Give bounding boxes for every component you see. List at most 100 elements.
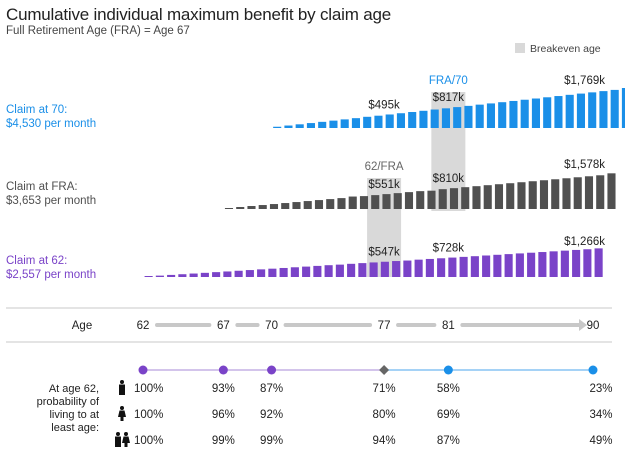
bar-claim62 [403,260,412,277]
bar-claim62 [144,276,153,277]
series-label-claim70: Claim at 70: [6,104,67,116]
timeline-marker-67 [218,365,228,375]
bar-claim62 [268,268,277,277]
chart-subtitle: Full Retirement Age (FRA) = Age 67 [6,25,190,37]
bar-claim70 [385,114,394,128]
survival-value: 96% [212,409,235,421]
data-label-claim70-77: $495k [368,99,400,111]
bar-claim62 [200,272,209,277]
bar-claim70 [419,110,428,128]
survival-value: 58% [437,383,460,395]
bar-claim70 [284,125,293,128]
bar-claim62 [313,265,322,277]
bar-claimFRA [596,175,605,209]
bar-claimFRA [236,207,245,209]
bar-claim62 [189,273,198,277]
bar-claimFRA [404,192,414,209]
bar-claim70 [363,116,372,128]
bar-claim62 [257,269,266,277]
legend-swatch [515,43,525,53]
breakeven-label-77: 62/FRA [365,161,404,173]
survival-value: 94% [373,435,396,447]
bar-claim62 [234,270,243,277]
bar-claimFRA [281,203,290,209]
bar-claim62 [583,249,592,277]
bar-claim62 [504,254,513,277]
survival-value: 71% [373,383,396,395]
bar-claimFRA [562,178,571,209]
bar-claim70 [475,104,484,128]
bar-claimFRA [539,180,549,209]
data-label-claimFRA-77: $551k [368,179,400,191]
data-label-claim62-81: $728k [433,243,465,255]
bar-claimFRA [494,184,504,209]
series-sublabel-claim70: $4,530 per month [6,118,96,130]
bar-claim62 [347,263,356,277]
data-label-claim70-90: $1,769k [564,75,605,87]
bar-claim62 [223,271,232,277]
bar-claim62 [167,274,176,277]
couple-icon [115,432,121,447]
bar-claimFRA [461,187,470,209]
axis-tick-label: 90 [587,320,600,332]
bar-claim62 [369,262,378,277]
bar-claim62 [572,249,581,277]
bar-claimFRA [438,189,447,209]
bar-claimFRA [551,179,560,209]
bar-claim70 [396,113,405,128]
survival-value: 99% [212,435,235,447]
bar-claimFRA [303,201,312,209]
bar-claim62 [515,253,524,277]
survival-value: 100% [134,409,163,421]
survival-value: 80% [373,409,396,421]
bar-claimFRA [573,177,582,209]
bar-claim70 [543,97,552,128]
axis-tick-label: 81 [442,320,455,332]
bar-claim70 [295,124,304,128]
bar-claim62 [380,261,389,277]
bar-claimFRA [607,173,616,209]
bar-claim62 [549,251,558,277]
timeline-marker-81 [443,365,453,375]
survival-value: 34% [589,409,612,421]
timeline-marker-77 [379,365,390,375]
bar-claim62 [279,267,288,277]
bar-claim70 [318,121,327,128]
bar-claim62 [245,270,254,277]
bar-claim62 [290,267,299,277]
bar-claim62 [459,256,468,277]
bar-claimFRA [314,200,324,209]
bar-claim62 [302,266,311,277]
survival-value: 99% [260,435,283,447]
survival-value: 93% [212,383,235,395]
bar-claim70 [374,115,383,128]
bar-claimFRA [359,196,369,209]
bar-claim62 [560,250,569,277]
bar-claim70 [599,91,608,128]
bar-claimFRA [427,190,436,209]
survival-value: 87% [260,383,283,395]
survival-value: 49% [589,435,612,447]
bar-claimFRA [371,195,380,209]
bar-claim62 [470,256,479,277]
man-icon [119,380,125,395]
data-label-claimFRA-81: $810k [433,173,465,185]
bar-claim70 [453,107,462,128]
survival-value: 92% [260,409,283,421]
bar-claim70 [273,126,282,128]
bar-claim70 [340,119,349,128]
bar-claim62 [324,265,333,277]
bar-claim70 [408,112,417,128]
bar-claim70 [520,99,529,128]
axis-tick-label: 70 [265,320,278,332]
survival-value: 23% [589,383,612,395]
timeline-marker-90 [588,365,598,375]
bar-claim62 [358,263,367,277]
bar-claim70 [441,108,450,128]
chart-title: Cumulative individual maximum benefit by… [6,5,391,24]
breakeven-label-81: FRA/70 [429,75,468,87]
bar-claim70 [509,100,518,128]
bar-claim70 [621,88,625,128]
axis-title: Age [72,320,92,332]
bar-claim70 [588,92,597,128]
